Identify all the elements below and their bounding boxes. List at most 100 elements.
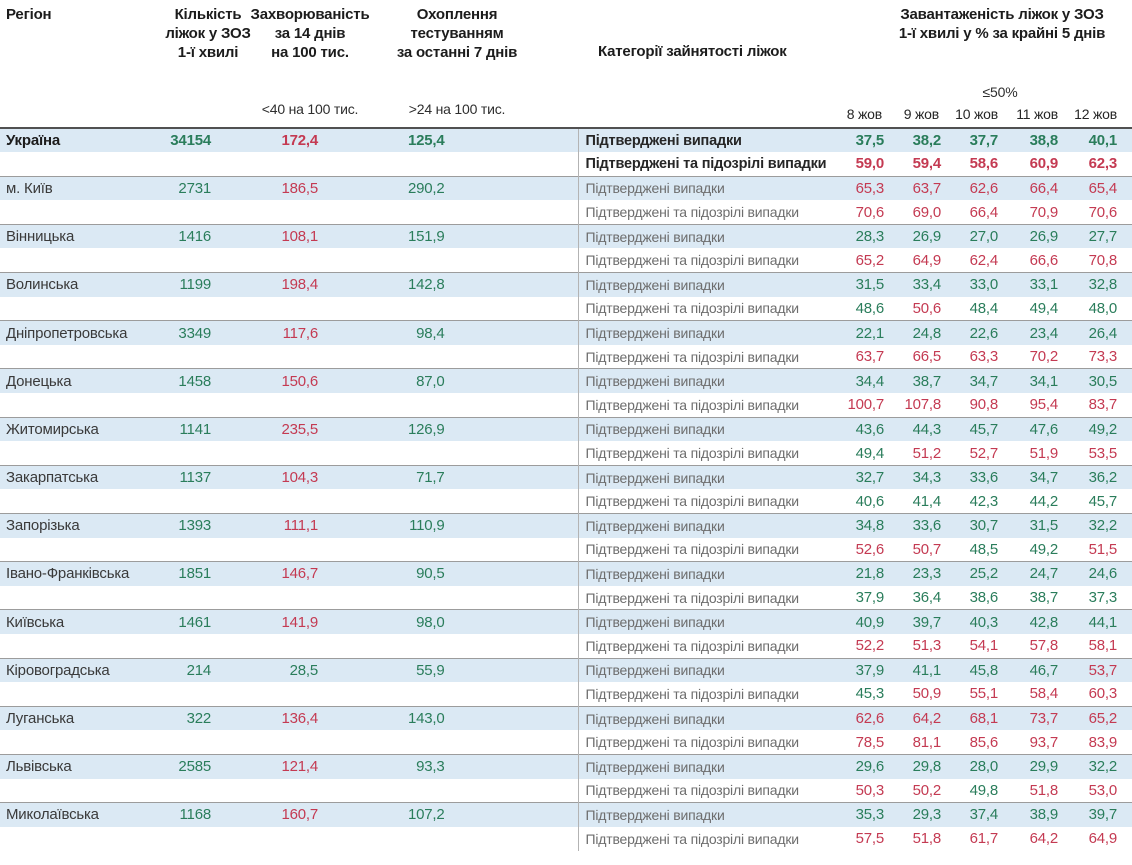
incidence-threshold-label: <40 на 100 тис. [261,101,359,117]
table-row: Підтверджені та підозрілі випадки 63,7 66,… [0,344,1132,369]
occupancy-value: 39,7 [890,609,947,634]
occupancy-value: 63,3 [969,348,999,366]
occupancy-value: 35,3 [830,802,890,827]
occupancy-value: 48,4 [969,299,999,317]
occupancy-value: 44,1 [1064,609,1132,634]
occupancy-value: 37,7 [947,126,1004,153]
beds-value: 3349 [158,320,214,345]
beds-empty [158,634,214,658]
testing-empty [320,297,578,321]
category-label: Підтверджені випадки [577,464,830,490]
incidence-empty [214,297,320,321]
occupancy-value: 40,3 [947,609,1004,634]
occupancy-value: 81,1 [912,733,942,751]
table-row: Дніпропетровська 3349 117,6 98,4 Підтверджен… [0,320,1132,345]
category-label: Підтверджені та підозрілі випадки [577,633,830,659]
occupancy-value: 53,7 [1064,657,1132,683]
occupancy-value: 48,6 [855,299,885,317]
occupancy-value: 66,6 [1029,251,1059,269]
occupancy-value: 107,8 [904,396,941,414]
table-row: Івано-Франківська 1851 146,7 90,5 Підтвердже… [0,561,1132,586]
incidence-value: 111,1 [214,512,320,538]
occupancy-value: 45,7 [947,416,1004,442]
beds-value: 1141 [158,416,214,442]
incidence-value: 146,7 [214,561,320,586]
occupancy-value: 65,3 [830,175,890,201]
occupancy-value: 31,5 [830,272,890,297]
beds-empty [158,489,214,513]
beds-empty [158,441,214,465]
occupancy-value: 43,6 [830,416,890,442]
occupancy-value: 49,2 [1029,540,1059,558]
category-label: Підтверджені випадки [577,126,830,153]
occupancy-value: 62,6 [830,705,890,731]
beds-empty [158,730,214,754]
testing-empty [320,779,578,803]
occupancy-value: 42,8 [1004,609,1064,634]
table-row: Підтверджені та підозрілі випадки 50,3 50,… [0,778,1132,803]
date-header: 12 жов [1074,106,1117,122]
incidence-empty [214,393,320,417]
testing-value: 142,8 [320,272,578,297]
table-row: Вінницька 1416 108,1 151,9 Підтверджені випа… [0,223,1132,249]
incidence-value: 235,5 [214,416,320,442]
testing-empty [320,393,578,417]
region-name: Миколаївська [0,802,158,827]
testing-empty [320,489,578,513]
beds-value: 1168 [158,802,214,827]
occupancy-value: 31,5 [1004,512,1064,538]
occupancy-value: 22,6 [947,320,1004,345]
beds-empty [158,779,214,803]
category-label: Підтверджені та підозрілі випадки [577,730,830,755]
testing-empty [320,682,578,706]
testing-empty [320,345,578,369]
occupancy-value: 64,2 [1029,830,1059,848]
table-row: Підтверджені та підозрілі випадки 37,9 36,… [0,585,1132,610]
category-label: Підтверджені випадки [577,320,830,345]
occupancy-value: 32,2 [1064,512,1132,538]
region-name-empty [0,297,158,321]
occupancy-value: 49,4 [855,444,885,462]
occupancy-value: 23,3 [890,561,947,586]
occupancy-value: 32,2 [1064,753,1132,779]
category-label: Підтверджені випадки [577,223,830,249]
beds-value: 1851 [158,561,214,586]
region-name-empty [0,682,158,706]
occupancy-value: 65,4 [1064,175,1132,201]
occupancy-value: 51,8 [1029,781,1059,799]
incidence-value: 28,5 [214,657,320,683]
occupancy-value: 27,7 [1064,223,1132,249]
occupancy-value: 36,2 [1064,464,1132,490]
table-row: Підтверджені та підозрілі випадки 65,2 64,… [0,248,1132,273]
occupancy-value: 49,8 [969,781,999,799]
occupancy-value: 83,9 [1088,733,1118,751]
occupancy-value: 78,5 [855,733,885,751]
occupancy-value: 51,9 [1029,444,1059,462]
occupancy-value: 29,9 [1004,753,1064,779]
categories-column-header: Категорії зайнятості ліжок [598,43,787,60]
table-row: Підтверджені та підозрілі випадки 57,5 51,… [0,826,1132,851]
occupancy-value: 49,4 [1029,299,1059,317]
table-row: Закарпатська 1137 104,3 71,7 Підтверджені ви… [0,464,1132,490]
occupancy-value: 50,3 [855,781,885,799]
occupancy-value: 58,4 [1029,685,1059,703]
testing-empty [320,730,578,754]
occupancy-value: 37,3 [1088,589,1118,607]
occupancy-value: 68,1 [947,705,1004,731]
incidence-empty [214,779,320,803]
occupancy-value: 62,3 [1088,155,1118,173]
category-label: Підтверджені випадки [577,609,830,634]
occupancy-value: 95,4 [1029,396,1059,414]
incidence-value: 108,1 [214,223,320,249]
occupancy-value: 26,9 [1004,223,1064,249]
category-label: Підтверджені випадки [577,657,830,683]
occupancy-value: 29,8 [890,753,947,779]
occupancy-value: 47,6 [1004,416,1064,442]
occupancy-value: 62,6 [947,175,1004,201]
occupancy-value: 33,0 [947,272,1004,297]
date-header: 8 жов [846,106,882,122]
testing-empty [320,441,578,465]
occupancy-value: 66,4 [1004,175,1064,201]
table-row: Миколаївська 1168 160,7 107,2 Підтверджені в… [0,802,1132,827]
